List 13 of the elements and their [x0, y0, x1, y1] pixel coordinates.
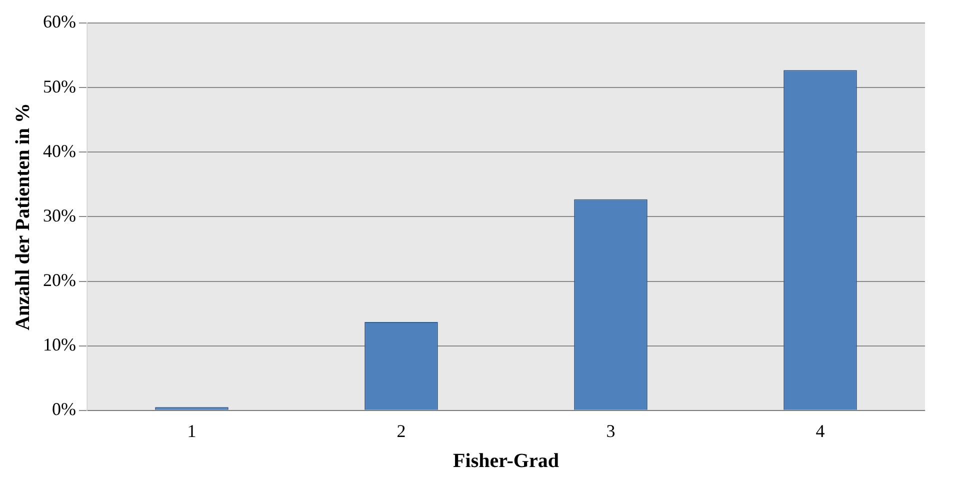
y-tick-label: 50%: [42, 76, 76, 96]
x-axis-title: Fisher-Grad: [453, 450, 559, 472]
x-tick-label: 1: [187, 420, 196, 441]
y-tick-label: 0%: [52, 399, 76, 420]
y-tick-label: 30%: [42, 205, 76, 226]
x-tick-label: 2: [396, 420, 406, 441]
y-tick-label: 40%: [42, 140, 76, 161]
x-tick-label: 3: [606, 420, 616, 441]
y-axis-title: Anzahl der Patienten in %: [12, 102, 34, 330]
y-tick-label: 10%: [42, 334, 76, 355]
x-tick-label: 4: [816, 420, 825, 441]
y-tick-label: 20%: [42, 270, 76, 290]
y-tick-label: 60%: [42, 12, 76, 32]
